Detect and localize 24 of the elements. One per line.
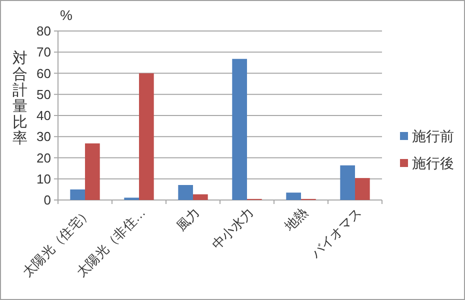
- text: %: [60, 7, 72, 23]
- bar: [85, 143, 100, 200]
- y-tick-label: 80: [36, 24, 51, 39]
- y-tick-label: 10: [36, 171, 51, 186]
- bar: [70, 189, 85, 200]
- y-tick-label: 70: [36, 44, 51, 60]
- y-tick-label: 60: [36, 66, 51, 81]
- y-tick-label: 30: [36, 129, 51, 144]
- legend-label: 施行後: [412, 154, 454, 171]
- y-tick-label: 40: [36, 108, 51, 124]
- bar: [139, 73, 154, 200]
- bar: [340, 165, 355, 200]
- y-tick-label: 50: [36, 86, 51, 102]
- x-tick-label: 中小水力: [208, 204, 256, 252]
- bar: [355, 178, 370, 200]
- bar: [193, 194, 208, 200]
- bar: [232, 58, 247, 200]
- y-tick-label: 20: [36, 150, 51, 166]
- y-tick-label: 0: [44, 192, 51, 208]
- x-tick-label: 風力: [173, 204, 202, 234]
- bar: [286, 192, 301, 200]
- bar: [178, 185, 193, 200]
- y-axis-title: 対合計量比率: [12, 50, 28, 147]
- legend-label: 施行前: [412, 128, 454, 144]
